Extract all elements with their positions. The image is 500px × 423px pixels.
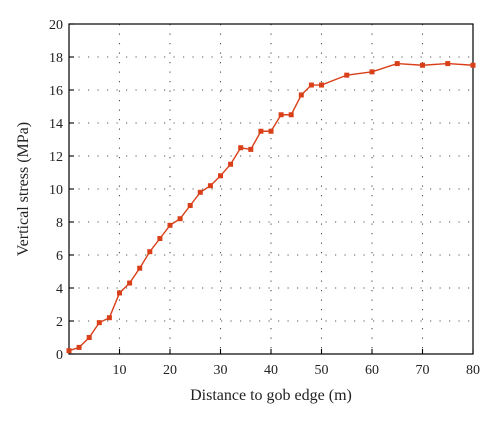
data-point: [96, 320, 102, 326]
plot-frame: [68, 23, 474, 355]
grid-lines: [69, 24, 473, 354]
data-point: [86, 335, 92, 340]
data-point: [157, 236, 163, 241]
data-point: [218, 173, 223, 179]
data-point: [344, 72, 350, 78]
y-tick-label: 10: [49, 183, 63, 198]
series-group: [66, 61, 476, 354]
y-axis-label: Vertical stress (MPa): [15, 122, 32, 256]
data-point: [319, 82, 324, 88]
data-point: [147, 249, 153, 255]
data-point: [137, 265, 143, 271]
data-point: [394, 61, 400, 67]
data-point: [207, 183, 213, 189]
data-point: [197, 189, 203, 195]
y-tick-label: 6: [56, 249, 63, 264]
y-tick-label: 0: [56, 348, 63, 363]
x-tick-label: 10: [113, 363, 127, 378]
data-point: [187, 203, 193, 208]
data-point: [298, 92, 304, 98]
data-point: [248, 146, 254, 152]
data-point: [445, 61, 451, 67]
data-point: [117, 290, 122, 296]
y-tick-label: 8: [56, 216, 63, 231]
data-point: [106, 315, 112, 321]
data-point: [66, 348, 72, 354]
x-tick-label: 20: [163, 363, 177, 378]
data-point: [268, 128, 274, 134]
x-tick-label: 80: [466, 363, 480, 378]
y-tick-label: 2: [56, 315, 63, 330]
data-point: [420, 62, 425, 68]
data-point: [238, 145, 244, 151]
x-tick-label: 50: [315, 363, 329, 378]
x-axis-label: Distance to gob edge (m): [190, 387, 352, 404]
data-point: [228, 161, 234, 167]
data-point: [258, 128, 264, 134]
data-point: [76, 344, 82, 350]
data-point: [167, 222, 173, 228]
data-point: [288, 112, 294, 118]
y-tick-label: 12: [49, 150, 63, 165]
y-tick-labels: 0 2 4 6 8 10 12 14 16 18 20: [49, 18, 63, 363]
data-point: [369, 69, 375, 75]
data-point: [278, 112, 284, 118]
y-tick-label: 20: [49, 18, 63, 33]
x-tick-label: 70: [416, 363, 430, 378]
x-tick-label: 30: [214, 363, 228, 378]
data-point: [308, 82, 314, 88]
x-tick-labels: 10 20 30 40 50 60 70 80: [113, 363, 481, 378]
axis-ticks: [69, 23, 474, 355]
y-tick-label: 18: [49, 51, 63, 66]
y-tick-label: 4: [56, 282, 63, 297]
y-tick-label: 16: [49, 84, 63, 99]
data-point: [127, 280, 133, 286]
y-tick-label: 14: [49, 117, 63, 132]
series-line: [68, 62, 474, 352]
x-tick-label: 40: [264, 363, 278, 378]
x-tick-label: 60: [365, 363, 379, 378]
data-point: [470, 62, 476, 68]
data-point: [177, 216, 183, 222]
